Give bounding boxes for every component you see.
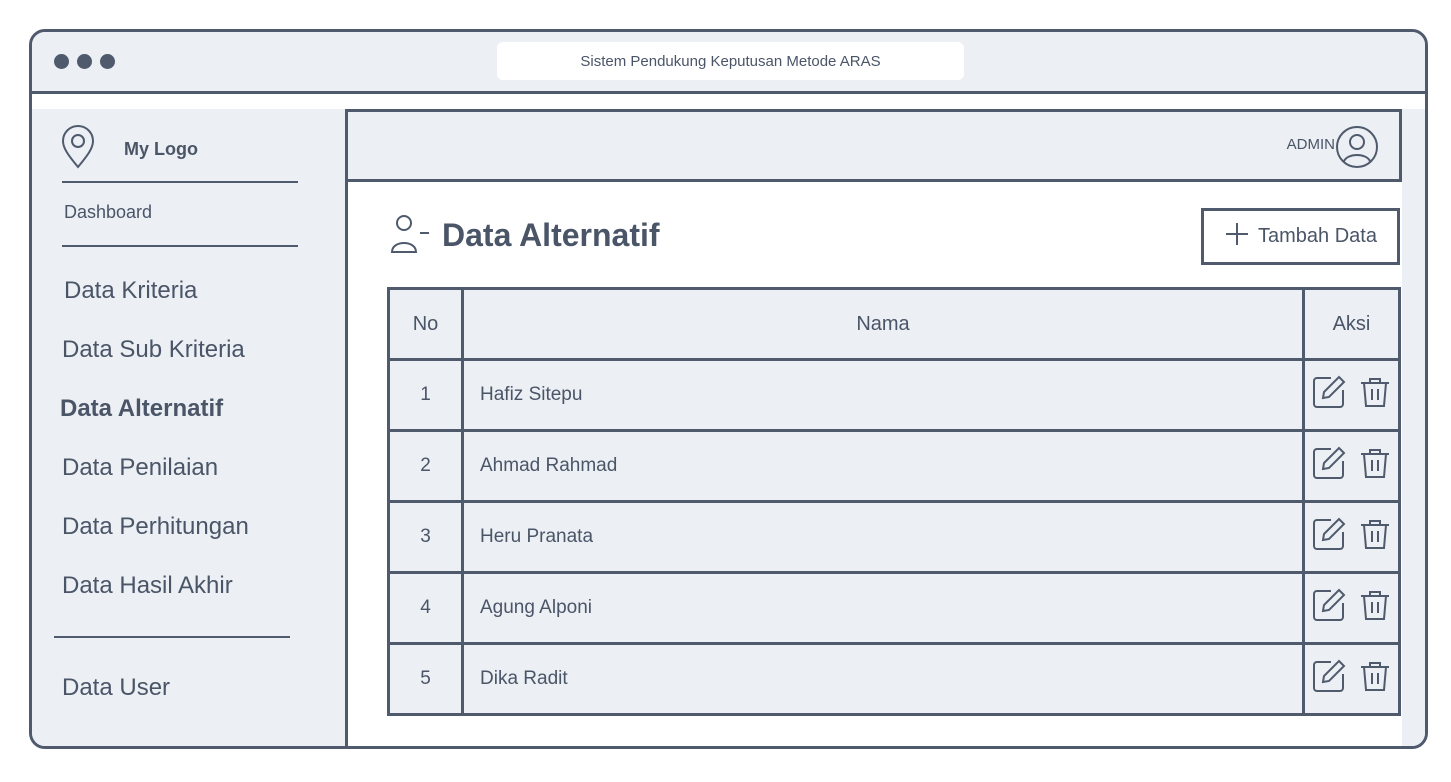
window-dot-minimize[interactable]	[77, 54, 92, 69]
sidebar-divider	[54, 636, 290, 638]
right-gutter	[1402, 109, 1425, 746]
row-number: 3	[387, 500, 464, 574]
address-bar[interactable]: Sistem Pendukung Keputusan Metode ARAS	[497, 42, 964, 80]
sidebar-divider	[62, 245, 298, 247]
page-title: Data Alternatif	[442, 217, 660, 253]
add-data-button[interactable]: Tambah Data	[1201, 208, 1400, 265]
row-name: Ahmad Rahmad	[461, 429, 1305, 503]
plus-icon	[1224, 221, 1258, 253]
title-bar: Sistem Pendukung Keputusan Metode ARAS	[32, 32, 1425, 94]
trash-icon[interactable]	[1357, 587, 1393, 623]
column-header-aksi: Aksi	[1302, 287, 1401, 361]
sidebar-item-data-penilaian[interactable]: Data Penilaian	[62, 454, 219, 481]
table-row: 1 Hafiz Sitepu	[387, 358, 1401, 432]
window-controls	[54, 54, 115, 69]
edit-icon[interactable]	[1311, 587, 1347, 623]
trash-icon[interactable]	[1357, 445, 1393, 481]
location-pin-icon	[60, 125, 96, 174]
sidebar-item-data-sub-kriteria[interactable]: Data Sub Kriteria	[62, 336, 245, 363]
trash-icon[interactable]	[1357, 658, 1393, 694]
table-row: 2 Ahmad Rahmad	[387, 429, 1401, 503]
trash-icon[interactable]	[1357, 516, 1393, 552]
sidebar: My Logo Dashboard Data Kriteria Data Sub…	[32, 109, 348, 746]
alternatives-table: No Nama Aksi 1 Hafiz Sitepu 2 Ahmad Rahmad 3…	[387, 287, 1401, 716]
edit-icon[interactable]	[1311, 374, 1347, 410]
trash-icon[interactable]	[1357, 374, 1393, 410]
row-name: Hafiz Sitepu	[461, 358, 1305, 432]
table-header-row: No Nama Aksi	[387, 287, 1401, 361]
sidebar-item-data-kriteria[interactable]: Data Kriteria	[64, 277, 198, 304]
window-dot-maximize[interactable]	[100, 54, 115, 69]
edit-icon[interactable]	[1311, 445, 1347, 481]
main-content: Data Alternatif Tambah Data No Nama Aksi…	[348, 182, 1402, 746]
row-name: Heru Pranata	[461, 500, 1305, 574]
sidebar-item-data-user[interactable]: Data User	[62, 674, 171, 701]
row-number: 2	[387, 429, 464, 503]
logo[interactable]: My Logo	[60, 125, 198, 174]
row-name: Dika Radit	[461, 642, 1305, 716]
edit-icon[interactable]	[1311, 658, 1347, 694]
toolbar-gap	[32, 94, 1425, 109]
column-header-nama: Nama	[461, 287, 1305, 361]
page-header: Data Alternatif	[390, 212, 660, 259]
sidebar-item-data-perhitungan[interactable]: Data Perhitungan	[62, 513, 249, 540]
table-row: 4 Agung Alponi	[387, 571, 1401, 645]
row-actions	[1302, 429, 1401, 503]
sidebar-item-data-hasil-akhir[interactable]: Data Hasil Akhir	[62, 572, 233, 599]
window-dot-close[interactable]	[54, 54, 69, 69]
row-actions	[1302, 500, 1401, 574]
table-row: 3 Heru Pranata	[387, 500, 1401, 574]
header-bar: ADMIN	[348, 109, 1402, 182]
user-circle-icon[interactable]	[1335, 125, 1379, 169]
row-number: 5	[387, 642, 464, 716]
row-actions	[1302, 571, 1401, 645]
user-minus-icon	[390, 212, 430, 259]
sidebar-item-dashboard[interactable]: Dashboard	[64, 202, 153, 222]
edit-icon[interactable]	[1311, 516, 1347, 552]
row-number: 1	[387, 358, 464, 432]
sidebar-divider	[62, 181, 298, 183]
browser-window: Sistem Pendukung Keputusan Metode ARAS M…	[29, 29, 1428, 749]
table-row: 5 Dika Radit	[387, 642, 1401, 716]
sidebar-item-data-alternatif[interactable]: Data Alternatif	[60, 395, 224, 422]
column-header-no: No	[387, 287, 464, 361]
row-name: Agung Alponi	[461, 571, 1305, 645]
row-actions	[1302, 358, 1401, 432]
logo-text: My Logo	[124, 139, 198, 159]
add-data-label: Tambah Data	[1258, 225, 1377, 247]
user-name[interactable]: ADMIN	[1286, 136, 1335, 153]
row-actions	[1302, 642, 1401, 716]
row-number: 4	[387, 571, 464, 645]
